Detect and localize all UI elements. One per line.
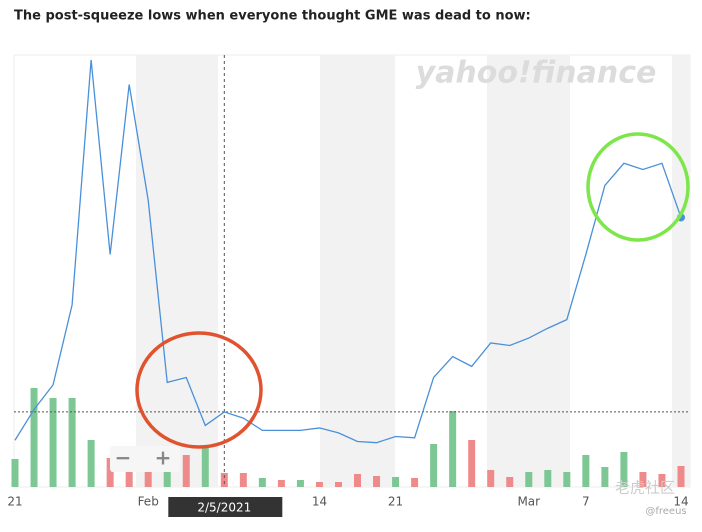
volume-bar xyxy=(354,474,362,487)
volume-bar xyxy=(258,478,266,487)
volume-bar xyxy=(582,455,590,487)
volume-bar xyxy=(411,478,419,487)
shade xyxy=(672,55,690,487)
x-tick-label: 21 xyxy=(7,495,22,509)
watermark: yahoo!finance xyxy=(416,56,657,91)
zoom-box xyxy=(110,446,180,472)
volume-bar xyxy=(601,467,609,487)
volume-bar xyxy=(525,472,533,487)
x-tick-label: Feb xyxy=(138,495,159,509)
volume-bar xyxy=(677,466,685,487)
volume-bar xyxy=(220,473,228,487)
shade xyxy=(320,55,395,487)
zoom-out[interactable]: − xyxy=(115,446,132,470)
volume-bar xyxy=(315,482,323,487)
shade xyxy=(487,55,570,487)
volume-bar xyxy=(449,411,457,487)
shade xyxy=(136,55,218,487)
volume-bar xyxy=(87,440,95,487)
volume-bar xyxy=(430,444,438,487)
volume-bar xyxy=(125,472,133,487)
crosshair-label: 2/5/2021 xyxy=(197,501,251,515)
volume-bar xyxy=(296,480,304,487)
volume-bar xyxy=(49,398,57,487)
volume-bar xyxy=(30,388,38,487)
volume-bar xyxy=(620,452,628,487)
x-tick-label: Mar xyxy=(517,495,540,509)
volume-bar xyxy=(239,473,247,487)
volume-bar xyxy=(392,477,400,487)
x-tick-label: 14 xyxy=(312,495,327,509)
volume-bar xyxy=(163,470,171,487)
x-tick-label: 21 xyxy=(388,495,403,509)
volume-bar xyxy=(658,474,666,487)
credit: 老虎社区 xyxy=(615,479,675,497)
annotation-circle xyxy=(586,132,690,242)
volume-bar xyxy=(11,459,19,487)
volume-bar xyxy=(468,440,476,487)
zoom-in[interactable]: + xyxy=(155,446,172,470)
volume-bar xyxy=(487,470,495,487)
volume-bar xyxy=(277,480,285,487)
price-line xyxy=(14,59,682,444)
volume-bar xyxy=(639,472,647,487)
credit: @freeus xyxy=(645,506,686,517)
crosshair-label-box xyxy=(168,497,283,517)
annotation-circle xyxy=(135,331,263,449)
volume-bar xyxy=(506,477,514,487)
volume-bar xyxy=(544,470,552,487)
volume-bar xyxy=(106,458,114,487)
volume-bar xyxy=(334,482,342,487)
volume-bar xyxy=(373,476,381,487)
volume-bar xyxy=(144,458,152,487)
volume-bar xyxy=(201,447,209,487)
volume-bar xyxy=(68,398,76,487)
volume-bar xyxy=(182,455,190,487)
x-tick-label: 7 xyxy=(582,495,590,509)
title: The post-squeeze lows when everyone thou… xyxy=(14,9,531,24)
x-tick-label: 14 xyxy=(673,495,688,509)
volume-bar xyxy=(563,472,571,487)
